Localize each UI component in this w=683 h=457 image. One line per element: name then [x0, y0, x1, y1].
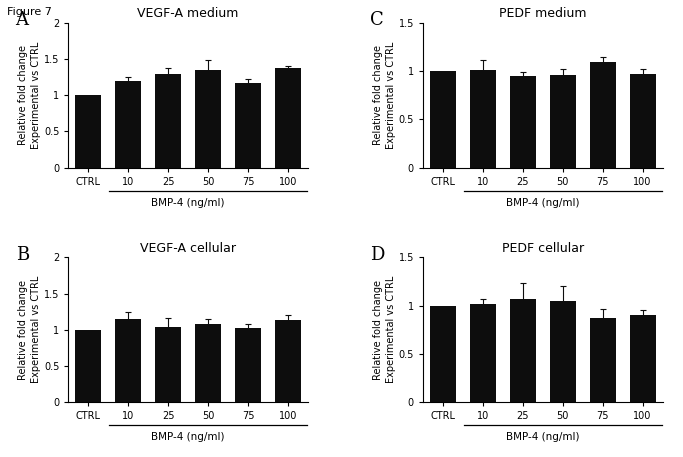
- Text: Figure 7: Figure 7: [7, 7, 52, 17]
- X-axis label: BMP-4 (ng/ml): BMP-4 (ng/ml): [506, 432, 579, 442]
- Text: C: C: [370, 11, 384, 29]
- Bar: [470, 70, 496, 168]
- Bar: [155, 327, 181, 402]
- Y-axis label: Relative fold change
Experimental vs CTRL: Relative fold change Experimental vs CTR…: [18, 42, 41, 149]
- Bar: [275, 319, 301, 402]
- Bar: [550, 75, 576, 168]
- Bar: [510, 76, 535, 168]
- Title: VEGF-A medium: VEGF-A medium: [137, 7, 239, 20]
- Title: PEDF cellular: PEDF cellular: [501, 242, 584, 255]
- X-axis label: BMP-4 (ng/ml): BMP-4 (ng/ml): [152, 432, 225, 442]
- Bar: [75, 95, 101, 168]
- Bar: [115, 319, 141, 402]
- Bar: [155, 74, 181, 168]
- Bar: [630, 74, 656, 168]
- Y-axis label: Relative fold change
Experimental vs CTRL: Relative fold change Experimental vs CTR…: [372, 276, 395, 383]
- Bar: [510, 299, 535, 402]
- Y-axis label: Relative fold change
Experimental vs CTRL: Relative fold change Experimental vs CTR…: [18, 276, 41, 383]
- Y-axis label: Relative fold change
Experimental vs CTRL: Relative fold change Experimental vs CTR…: [372, 42, 395, 149]
- Text: B: B: [16, 246, 29, 264]
- Bar: [430, 71, 456, 168]
- Bar: [430, 306, 456, 402]
- Bar: [630, 315, 656, 402]
- Bar: [550, 301, 576, 402]
- Bar: [195, 70, 221, 168]
- Bar: [275, 69, 301, 168]
- Bar: [75, 330, 101, 402]
- X-axis label: BMP-4 (ng/ml): BMP-4 (ng/ml): [506, 198, 579, 208]
- Bar: [195, 324, 221, 402]
- Bar: [235, 83, 261, 168]
- X-axis label: BMP-4 (ng/ml): BMP-4 (ng/ml): [152, 198, 225, 208]
- Bar: [589, 63, 615, 168]
- Bar: [470, 304, 496, 402]
- Bar: [115, 81, 141, 168]
- Bar: [235, 328, 261, 402]
- Title: PEDF medium: PEDF medium: [499, 7, 587, 20]
- Text: A: A: [16, 11, 29, 29]
- Bar: [589, 318, 615, 402]
- Title: VEGF-A cellular: VEGF-A cellular: [140, 242, 236, 255]
- Text: D: D: [370, 246, 385, 264]
